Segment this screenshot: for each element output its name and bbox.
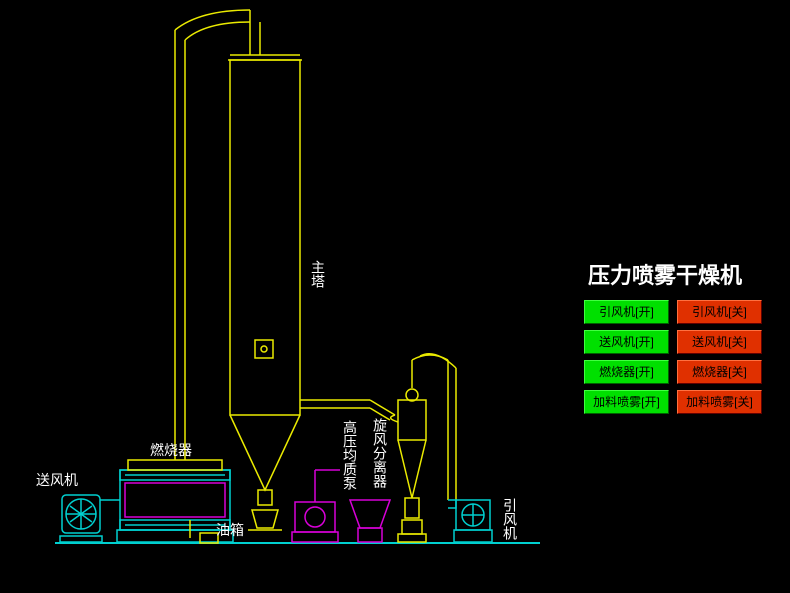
burner-label: 燃烧器 (150, 440, 192, 460)
control-button-7[interactable]: 加料喷雾[关] (677, 390, 762, 414)
oil-tank-label: 油箱 (216, 520, 244, 540)
control-button-0[interactable]: 引风机[开] (584, 300, 669, 324)
control-button-2[interactable]: 送风机[开] (584, 330, 669, 354)
control-button-5[interactable]: 燃烧器[关] (677, 360, 762, 384)
cyclone-label: 旋风分离器 (370, 418, 390, 488)
control-button-4[interactable]: 燃烧器[开] (584, 360, 669, 384)
control-button-panel: 引风机[开] 引风机[关] 送风机[开] 送风机[关] 燃烧器[开] 燃烧器[关] 加料喷雾… (584, 300, 762, 414)
blower-out-label: 引风机 (500, 498, 520, 540)
cyclone-icon (391, 360, 426, 518)
spray-dryer-schematic (0, 0, 790, 593)
pump-label: 高压均质泵 (340, 420, 360, 490)
blower-in-label: 送风机 (36, 470, 78, 490)
main-tower-label: 主塔 (308, 260, 328, 288)
control-button-6[interactable]: 加料喷雾[开] (584, 390, 669, 414)
blower-out-icon (448, 500, 492, 542)
blower-in-icon (60, 495, 102, 542)
control-button-1[interactable]: 引风机[关] (677, 300, 762, 324)
pump-icon (292, 470, 340, 542)
page-title: 压力喷雾干燥机 (588, 258, 742, 290)
oil-tank-icon (190, 520, 218, 543)
main-tower-icon (228, 55, 302, 505)
control-button-3[interactable]: 送风机[关] (677, 330, 762, 354)
